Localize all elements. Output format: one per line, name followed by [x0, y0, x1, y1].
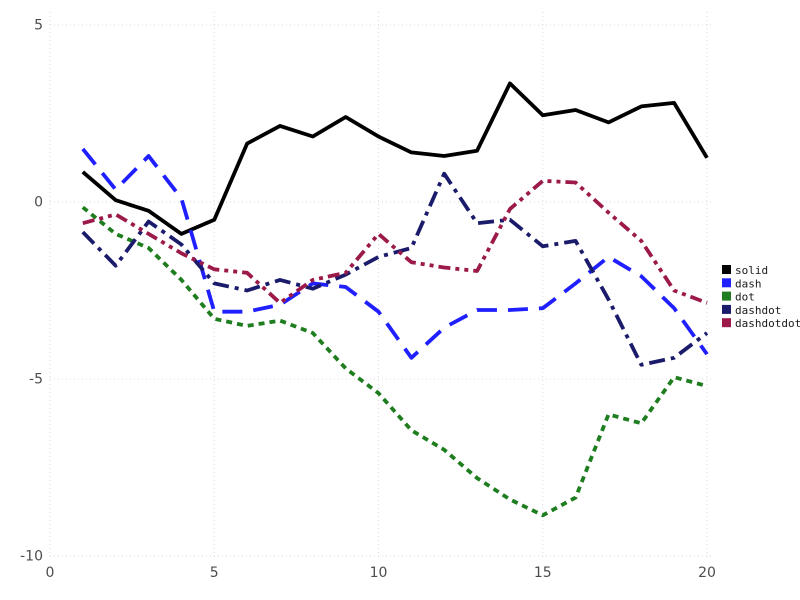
legend-label-dashdot: dashdot [735, 304, 781, 317]
x-tick-label: 0 [46, 565, 55, 581]
legend-swatch-dashdot [722, 304, 731, 314]
x-tick-label: 5 [210, 565, 219, 581]
y-tick-label: -10 [20, 549, 43, 565]
legend-swatch-dashdotdot [722, 318, 731, 328]
x-tick-label: 10 [370, 565, 388, 581]
legend-label-dot: dot [735, 291, 755, 304]
y-tick-label: 0 [34, 195, 43, 211]
legend-label-dashdotdot: dashdotdot [735, 317, 800, 330]
y-tick-label: -5 [29, 372, 43, 388]
legend-label-solid: solid [735, 264, 768, 277]
legend-swatch-solid [722, 265, 731, 274]
y-tick-label: 5 [34, 18, 43, 34]
legend-label-dash: dash [735, 277, 762, 290]
x-tick-label: 15 [534, 565, 552, 581]
series-line-solid [81, 81, 709, 236]
series-line-dashdot [81, 171, 709, 367]
series-line-dash [81, 147, 709, 360]
series-line-dot [81, 205, 708, 518]
legend-swatch-dot [722, 291, 731, 301]
x-tick-label: 20 [698, 565, 716, 581]
legend-swatch-dash [722, 278, 731, 288]
series-line-dashdotdot [82, 178, 708, 305]
